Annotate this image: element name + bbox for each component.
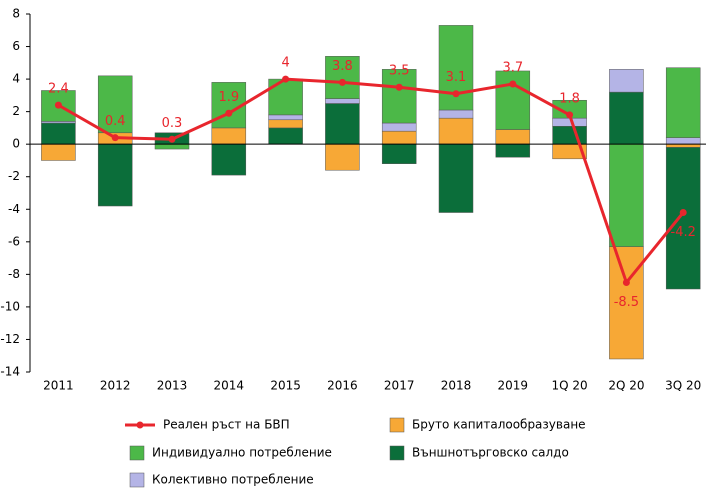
x-tick-label: 2013 bbox=[157, 379, 188, 393]
bar-segment bbox=[268, 114, 303, 121]
bar-segment bbox=[97, 143, 133, 207]
bar-segment bbox=[325, 103, 360, 145]
value-label: 2.4 bbox=[48, 82, 69, 97]
bar-segment bbox=[381, 130, 417, 145]
x-tick-label: 3Q 20 bbox=[665, 379, 701, 393]
legend-label: Външнотърговско салдо bbox=[412, 446, 569, 460]
x-tick-label: 2015 bbox=[270, 379, 301, 393]
bar-segment bbox=[325, 98, 360, 104]
value-label: 1.9 bbox=[218, 90, 239, 105]
x-tick-label: 2018 bbox=[441, 379, 472, 393]
bar-segment bbox=[495, 143, 531, 158]
x-tick-label: 2012 bbox=[100, 379, 131, 393]
gdp-point bbox=[566, 111, 574, 119]
legend-swatch bbox=[129, 472, 145, 488]
value-label: 4 bbox=[281, 56, 289, 71]
value-label: 3.8 bbox=[332, 59, 353, 74]
gdp-point bbox=[622, 279, 630, 286]
bar-segment bbox=[665, 147, 701, 290]
bar-segment bbox=[381, 143, 417, 164]
y-tick-label: 2 bbox=[12, 104, 20, 118]
bar-segment bbox=[609, 91, 644, 145]
value-label: -4.2 bbox=[671, 225, 696, 240]
bar-segment bbox=[552, 126, 587, 145]
value-label: 1.8 bbox=[559, 91, 580, 106]
bar-segment bbox=[97, 75, 133, 134]
y-tick-label: 4 bbox=[12, 72, 20, 86]
bar-segment bbox=[495, 129, 531, 145]
bar-segment bbox=[325, 143, 360, 171]
bar-segment bbox=[381, 69, 417, 124]
bar-segment bbox=[609, 143, 644, 247]
gdp-point bbox=[338, 78, 346, 86]
gdp-point bbox=[452, 90, 460, 98]
gdp-point bbox=[168, 135, 176, 143]
x-tick-label: 2011 bbox=[43, 379, 74, 393]
gdp-point bbox=[395, 83, 403, 91]
x-tick-label: 2014 bbox=[214, 379, 245, 393]
legend-swatch bbox=[389, 445, 405, 461]
y-tick-label: 8 bbox=[12, 7, 20, 21]
gdp-point bbox=[225, 109, 233, 117]
value-label: 3.5 bbox=[389, 64, 410, 79]
value-label: 0.4 bbox=[105, 114, 126, 129]
bar-segment bbox=[609, 246, 644, 360]
x-tick-label: 2019 bbox=[498, 379, 529, 393]
bar-segment bbox=[381, 122, 417, 132]
bar-segment bbox=[41, 122, 76, 145]
legend-label: Колективно потребление bbox=[152, 473, 314, 487]
y-tick-label: -6 bbox=[8, 234, 20, 248]
value-label: 0.3 bbox=[162, 116, 183, 131]
bar-segment bbox=[438, 143, 474, 213]
value-label: 3.7 bbox=[502, 60, 523, 75]
x-tick-label: 1Q 20 bbox=[552, 379, 588, 393]
legend-point bbox=[136, 421, 144, 429]
y-tick-label: -8 bbox=[8, 267, 20, 281]
y-tick-label: -14 bbox=[0, 365, 20, 379]
bar-segment bbox=[495, 70, 531, 130]
legend-label: Бруто капиталообразуване bbox=[412, 418, 586, 432]
bar-segment bbox=[665, 137, 701, 145]
legend-label: Реален ръст на БВП bbox=[163, 418, 290, 432]
bar-segment bbox=[41, 143, 76, 161]
bar-segment bbox=[438, 109, 474, 119]
y-tick-label: -2 bbox=[8, 169, 20, 183]
x-tick-label: 2Q 20 bbox=[608, 379, 644, 393]
y-tick-label: 6 bbox=[12, 39, 20, 53]
y-tick-label: -4 bbox=[8, 202, 20, 216]
bar-segment bbox=[438, 25, 474, 111]
legend-swatch bbox=[129, 445, 145, 461]
y-tick-label: -10 bbox=[0, 299, 20, 313]
x-tick-label: 2017 bbox=[384, 379, 415, 393]
value-label: -8.5 bbox=[614, 295, 639, 310]
bar-segment bbox=[268, 127, 303, 145]
y-tick-label: 0 bbox=[12, 137, 20, 151]
bar-segment bbox=[154, 143, 190, 150]
legend-swatch bbox=[389, 417, 405, 433]
gdp-line bbox=[57, 77, 685, 286]
gdp-point bbox=[282, 75, 290, 83]
gdp-point bbox=[111, 134, 119, 142]
value-label: 3.1 bbox=[446, 70, 467, 85]
bar-segment bbox=[268, 119, 303, 129]
bar-segment bbox=[438, 117, 474, 145]
bar-segment bbox=[665, 67, 701, 138]
gdp-point bbox=[679, 209, 687, 217]
bar-segment bbox=[325, 56, 360, 99]
bar-segment bbox=[211, 127, 247, 145]
x-tick-label: 2016 bbox=[327, 379, 358, 393]
gdp-point bbox=[509, 80, 517, 88]
y-tick-label: -12 bbox=[0, 332, 20, 346]
gdp-point bbox=[54, 101, 62, 109]
legend-label: Индивидуално потребление bbox=[152, 446, 332, 460]
bar-segment bbox=[609, 69, 644, 93]
bar-segment bbox=[211, 143, 247, 176]
bar-segment bbox=[268, 78, 303, 116]
